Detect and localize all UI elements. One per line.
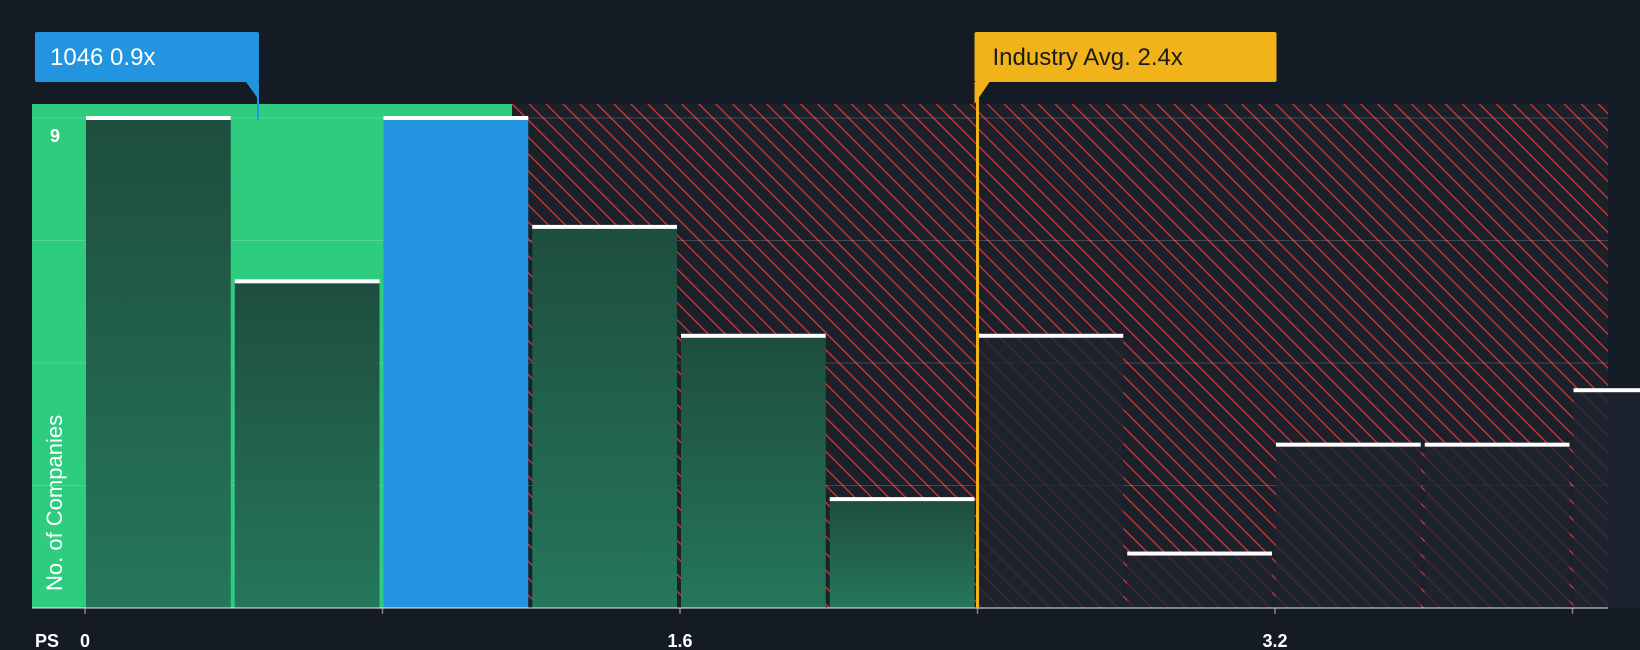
histogram-bar bbox=[1573, 390, 1640, 608]
industry-average-callout bbox=[974, 32, 1277, 82]
x-axis: 01.63.24.86.48+ bbox=[32, 607, 1608, 650]
company-callout bbox=[35, 32, 259, 82]
bar-cap bbox=[681, 333, 826, 338]
bar-cap bbox=[383, 116, 529, 120]
industry-average-marker: Industry Avg. 2.4x bbox=[974, 32, 1277, 608]
bars-group bbox=[86, 116, 1640, 608]
histogram-bar bbox=[829, 499, 975, 608]
histogram-bar bbox=[532, 226, 677, 608]
bar-cap bbox=[1424, 442, 1570, 447]
x-tick-label: 1.6 bbox=[667, 631, 692, 650]
bar-cap bbox=[234, 279, 380, 284]
histogram-bar bbox=[1127, 553, 1272, 608]
company-label: 1046 0.9x bbox=[50, 44, 155, 71]
industry-average-label: Industry Avg. 2.4x bbox=[993, 44, 1183, 71]
bar-cap bbox=[829, 497, 975, 502]
histogram-bar bbox=[383, 118, 529, 608]
y-axis-label: No. of Companies bbox=[42, 415, 67, 591]
histogram-bar bbox=[1424, 444, 1570, 608]
x-axis-label: PS bbox=[35, 631, 59, 650]
company-callout-pointer bbox=[246, 82, 259, 100]
bar-cap bbox=[1127, 551, 1272, 556]
bar-cap bbox=[532, 224, 677, 229]
histogram-bar bbox=[86, 118, 231, 608]
histogram-bar bbox=[1276, 444, 1421, 608]
bar-cap bbox=[1276, 442, 1421, 447]
industry-callout-pointer bbox=[974, 82, 990, 104]
bar-cap bbox=[86, 116, 231, 120]
company-marker: 1046 0.9x bbox=[35, 32, 259, 120]
bar-cap bbox=[1573, 388, 1640, 393]
y-tick-9: 9 bbox=[50, 126, 60, 146]
bar-cap bbox=[978, 333, 1124, 338]
histogram-bar bbox=[681, 335, 826, 608]
x-tick-label: 3.2 bbox=[1262, 631, 1287, 650]
histogram-bar bbox=[978, 335, 1124, 608]
x-tick-label: 0 bbox=[80, 631, 90, 650]
histogram-bar bbox=[234, 281, 380, 608]
